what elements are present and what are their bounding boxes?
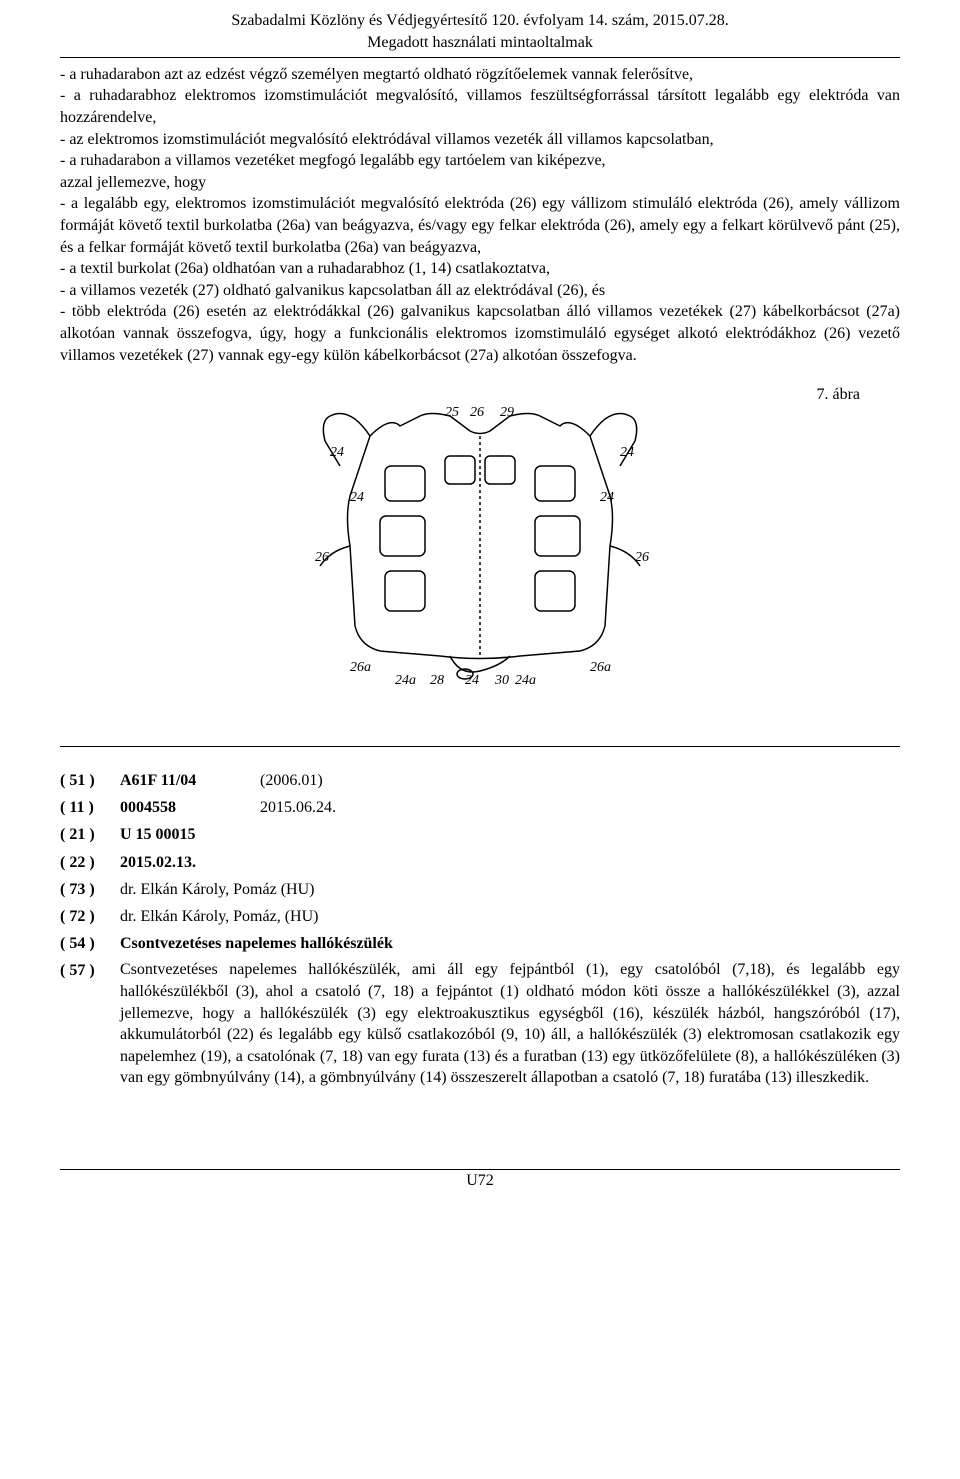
meta-code: ( 73 ) (60, 876, 120, 903)
svg-text:28: 28 (430, 673, 444, 686)
footer-rule (60, 1169, 900, 1170)
meta-code: ( 72 ) (60, 903, 120, 930)
meta-code: ( 57 ) (60, 957, 120, 1089)
meta-value: A61F 11/04 (120, 767, 260, 794)
table-row: ( 73 ) dr. Elkán Károly, Pomáz (HU) (60, 876, 900, 903)
page-header: Szabadalmi Közlöny és Védjegyértesítő 12… (60, 10, 900, 58)
svg-text:24a: 24a (395, 673, 416, 686)
meta-code: ( 22 ) (60, 849, 120, 876)
meta-value: Csontvezetéses napelemes hallókészülék (120, 930, 900, 957)
meta-value: dr. Elkán Károly, Pomáz, (HU) (120, 903, 900, 930)
svg-text:29: 29 (500, 405, 514, 420)
svg-text:24: 24 (330, 445, 344, 460)
svg-text:24: 24 (600, 490, 614, 505)
metadata-table: ( 51 ) A61F 11/04 (2006.01) ( 11 ) 00045… (60, 767, 900, 1089)
section-divider (60, 746, 900, 747)
svg-text:25: 25 (445, 405, 459, 420)
meta-code: ( 54 ) (60, 930, 120, 957)
header-line-2: Megadott használati mintaoltalmak (60, 32, 900, 57)
page-number: U72 (60, 1172, 900, 1190)
meta-value: 2015.06.24. (260, 794, 900, 821)
table-row: ( 51 ) A61F 11/04 (2006.01) (60, 767, 900, 794)
table-row: ( 57 ) Csontvezetéses napelemes hallókés… (60, 957, 900, 1089)
claim-text: Csontvezetéses napelemes hallókészülék, … (120, 959, 900, 1089)
svg-text:26: 26 (635, 550, 649, 565)
figure-block: 7. ábra (60, 386, 900, 686)
meta-value: dr. Elkán Károly, Pomáz (HU) (120, 876, 900, 903)
header-line-1: Szabadalmi Közlöny és Védjegyértesítő 12… (60, 10, 900, 32)
table-row: ( 72 ) dr. Elkán Károly, Pomáz, (HU) (60, 903, 900, 930)
page-footer: U72 (60, 1169, 900, 1190)
table-row: ( 22 ) 2015.02.13. (60, 849, 900, 876)
meta-value: 0004558 (120, 794, 260, 821)
svg-text:24: 24 (465, 673, 479, 686)
figure-drawing: 24 24 25 26 29 24 24 26 26 26a 26a 24a 2… (290, 386, 670, 686)
svg-text:26a: 26a (590, 660, 611, 675)
main-body-text: - a ruhadarabon azt az edzést végző szem… (60, 64, 900, 366)
table-row: ( 21 ) U 15 00015 (60, 821, 900, 848)
page-container: Szabadalmi Közlöny és Védjegyértesítő 12… (0, 0, 960, 1210)
svg-text:26: 26 (315, 550, 329, 565)
svg-text:24a: 24a (515, 673, 536, 686)
figure-caption: 7. ábra (816, 386, 860, 404)
svg-text:30: 30 (494, 673, 509, 686)
meta-claim-cell: Csontvezetéses napelemes hallókészülék, … (120, 957, 900, 1089)
meta-code: ( 21 ) (60, 821, 120, 848)
meta-value: (2006.01) (260, 767, 900, 794)
meta-code: ( 51 ) (60, 767, 120, 794)
svg-text:24: 24 (350, 490, 364, 505)
table-row: ( 11 ) 0004558 2015.06.24. (60, 794, 900, 821)
table-row: ( 54 ) Csontvezetéses napelemes hallókés… (60, 930, 900, 957)
svg-text:26a: 26a (350, 660, 371, 675)
svg-text:24: 24 (620, 445, 634, 460)
meta-code: ( 11 ) (60, 794, 120, 821)
meta-value: U 15 00015 (120, 821, 900, 848)
svg-text:26: 26 (470, 405, 484, 420)
meta-value: 2015.02.13. (120, 849, 900, 876)
